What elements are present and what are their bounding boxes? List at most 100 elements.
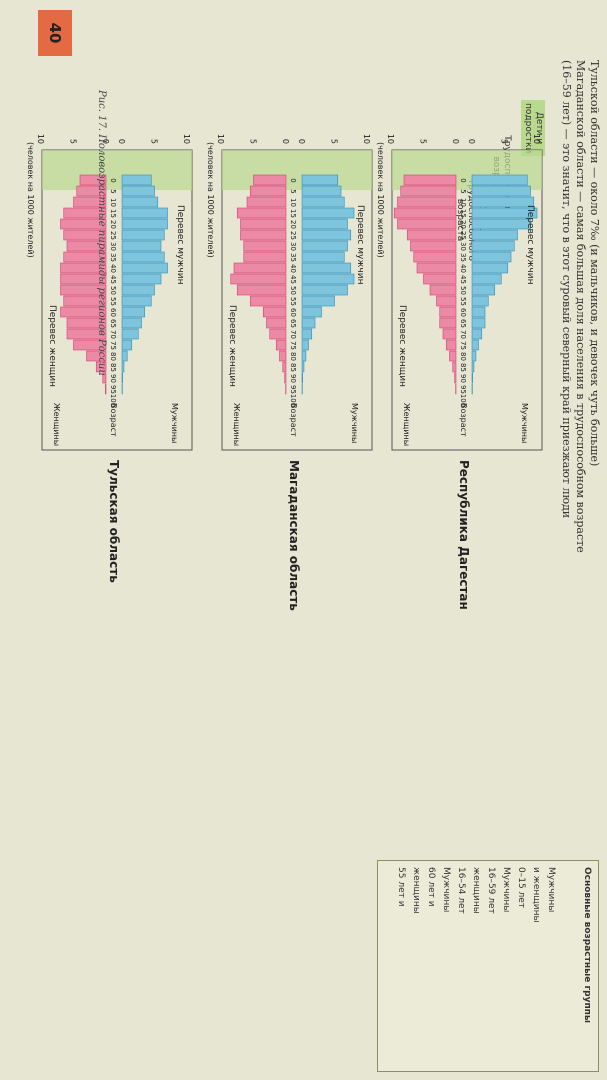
age-tick-label: 20	[109, 220, 117, 229]
female-bar	[243, 251, 287, 263]
female-bar	[73, 196, 107, 208]
age-tick-label: 25	[289, 231, 297, 240]
male-note: Перевес мужчин	[175, 205, 185, 285]
male-bar	[471, 185, 531, 197]
age-tick-label: 20	[459, 220, 467, 229]
scale-tick-label: 10	[532, 134, 541, 144]
male-bar	[121, 339, 133, 351]
age-tick-label: 0	[109, 178, 117, 182]
male-bar	[121, 218, 168, 230]
scale-tick-label: 0	[281, 139, 290, 144]
male-bar	[121, 240, 162, 252]
male-bar	[301, 295, 335, 307]
female-bar	[60, 306, 107, 318]
female-bar	[79, 174, 107, 186]
female-bar	[246, 196, 287, 208]
male-bar	[121, 372, 123, 384]
female-bar	[66, 240, 107, 252]
scale-tick-label: 5	[419, 139, 428, 144]
male-bar	[301, 361, 305, 373]
age-tick-label: 30	[289, 242, 297, 251]
male-bar	[471, 317, 486, 329]
male-bar	[301, 174, 339, 186]
female-bar	[397, 196, 457, 208]
male-bar	[471, 207, 538, 219]
female-bar	[243, 240, 287, 252]
female-bar	[230, 273, 287, 285]
scale-tick-label: 0	[467, 139, 476, 144]
male-bar	[121, 295, 152, 307]
female-bar	[95, 361, 107, 373]
age-tick-label: 75	[109, 341, 117, 350]
age-tick-label: 5	[289, 189, 297, 193]
female-bar	[253, 174, 287, 186]
male-bar	[301, 273, 355, 285]
column-men: Мужчины	[170, 403, 179, 443]
female-note: Перевес женщин	[227, 305, 237, 387]
male-bar	[301, 207, 355, 219]
age-tick-label: 85	[109, 363, 117, 372]
column-men: Мужчины	[350, 403, 359, 443]
units-label: (человек на 1000 жителей)	[206, 142, 215, 258]
female-bar	[423, 273, 457, 285]
age-tick-label: 25	[109, 231, 117, 240]
female-bar	[240, 218, 287, 230]
age-tick-label: 20	[289, 220, 297, 229]
male-bar	[471, 328, 483, 340]
male-bar	[301, 350, 307, 362]
scale-tick-label: 10	[386, 134, 395, 144]
age-tick-label: 10	[109, 198, 117, 207]
scale-tick-label: 10	[216, 134, 225, 144]
age-tick-label: 65	[289, 319, 297, 328]
scale-tick-label: 0	[451, 139, 460, 144]
male-bar	[121, 306, 146, 318]
age-tick-label: 70	[109, 330, 117, 339]
male-bar	[301, 218, 348, 230]
column-age: Возраст	[109, 403, 118, 437]
age-tick-label: 80	[459, 352, 467, 361]
female-bar	[449, 350, 457, 362]
male-bar	[471, 273, 502, 285]
kids-zone	[42, 150, 192, 190]
units-label: (человек на 1000 жителей)	[376, 142, 385, 258]
female-bar	[266, 317, 287, 329]
male-bar	[121, 229, 165, 241]
scale-tick-label: 5	[69, 139, 78, 144]
male-bar	[471, 295, 489, 307]
male-bar	[301, 317, 316, 329]
column-women: Женщины	[232, 403, 241, 446]
male-bar	[301, 284, 348, 296]
age-tick-label: 65	[109, 319, 117, 328]
female-bar	[439, 317, 457, 329]
age-tick-label: 70	[459, 330, 467, 339]
female-bar	[454, 372, 457, 384]
scale-tick-label: 5	[500, 139, 509, 144]
female-bar	[282, 361, 287, 373]
age-tick-label: 45	[289, 275, 297, 284]
male-bar	[121, 350, 128, 362]
male-bar	[471, 284, 496, 296]
age-tick-label: 50	[289, 286, 297, 295]
age-tick-label: 35	[109, 253, 117, 262]
age-tick-label: 85	[459, 363, 467, 372]
female-bar	[452, 361, 457, 373]
age-tick-label: 10	[459, 198, 467, 207]
age-tick-label: 35	[289, 253, 297, 262]
panel-title: Магаданская область	[287, 460, 301, 611]
female-bar	[442, 328, 457, 340]
age-tick-label: 15	[459, 209, 467, 218]
age-tick-label: 90	[289, 374, 297, 383]
male-bar	[471, 174, 528, 186]
male-bar	[121, 207, 168, 219]
male-note: Перевес мужчин	[355, 205, 365, 285]
male-bar	[121, 328, 139, 340]
male-bar	[301, 185, 342, 197]
male-bar	[471, 372, 473, 384]
age-tick-label: 100	[289, 394, 297, 407]
age-tick-label: 50	[459, 286, 467, 295]
male-bar	[301, 328, 313, 340]
age-tick-label: 95	[289, 385, 297, 394]
female-bar	[249, 185, 287, 197]
age-tick-label: 15	[289, 209, 297, 218]
female-bar	[76, 185, 107, 197]
